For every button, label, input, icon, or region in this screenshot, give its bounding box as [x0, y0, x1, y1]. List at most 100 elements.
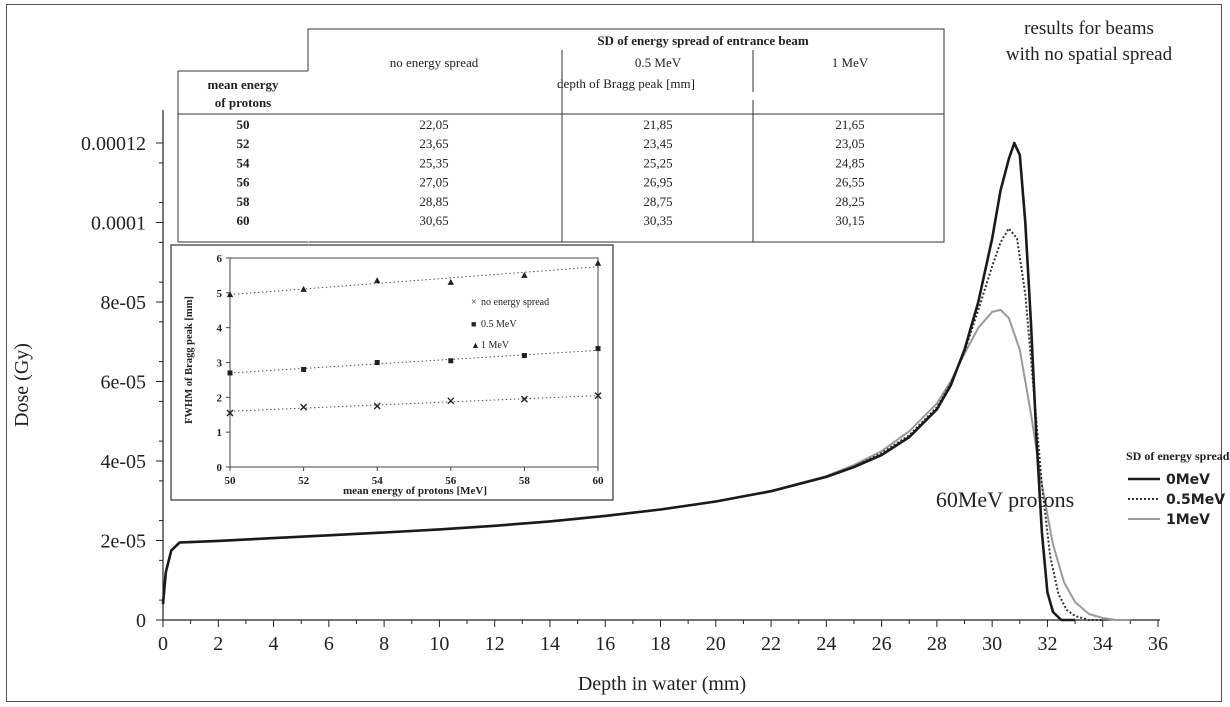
inset-point-triangle [521, 271, 528, 278]
inset-trendline [229, 395, 599, 412]
x-tick-label: 28 [927, 633, 947, 655]
y-tick-label: 6e-05 [100, 372, 146, 394]
table-cell: 30,35 [643, 213, 672, 228]
inset-point-triangle [226, 291, 234, 298]
inset-y-tick-label: 3 [217, 358, 223, 370]
y-tick-label: 0 [136, 610, 146, 632]
inset-x-tick-label: 56 [445, 475, 457, 487]
inset-point-cross-stroke [447, 397, 455, 405]
table-rows: 50 22,05 21,85 21,65 52 23,65 23,45 23,05 54 25,3… [237, 117, 865, 228]
inset-y-tick-label: 0 [217, 462, 223, 474]
inset-y-tick-label: 2 [217, 392, 223, 404]
inset-point-square [595, 346, 601, 352]
table-row-energy: 56 [237, 175, 251, 190]
inset-point-triangle [300, 285, 307, 292]
legend-label-1mev: 1MeV [1166, 512, 1210, 528]
x-tick-label: 2 [213, 633, 223, 655]
x-tick-label: 6 [324, 633, 334, 655]
inset-y-tick-label: 1 [217, 427, 223, 439]
inset-x-tick-label: 54 [372, 475, 384, 487]
inset-y-tick-label: 5 [217, 288, 223, 300]
inset-legend-marker-0: × [471, 297, 477, 308]
inset-point-square [227, 370, 233, 376]
inset-point-cross [373, 402, 381, 410]
x-tick-label: 32 [1037, 633, 1057, 655]
y-axis-label: Dose (Gy) [11, 343, 33, 427]
main-axes: 0 2 4 6 8 10 12 14 16 18 20 22 24 26 28 30 32 34 3602e-054… [81, 110, 1168, 655]
x-tick-label: 14 [540, 633, 560, 655]
legend-label-0mev: 0MeV [1166, 472, 1210, 488]
table-cell: 22,05 [419, 117, 448, 132]
inset-x-tick-label: 58 [519, 475, 531, 487]
y-tick-label: 8e-05 [100, 292, 146, 314]
inset-legend-label-1: 0.5 MeV [481, 319, 517, 330]
x-tick-label: 12 [485, 633, 505, 655]
inset-y-tick-label: 4 [217, 323, 223, 335]
series-line-0mev [161, 141, 1076, 622]
inset-point-cross [300, 403, 308, 411]
x-tick-label: 20 [706, 633, 726, 655]
inset-point-cross-stroke [226, 409, 234, 417]
legend-title: SD of energy spread: [1126, 449, 1230, 463]
inset-point-cross-stroke [300, 403, 308, 411]
table-cell: 26,55 [835, 175, 864, 190]
inset-legend-label-0: no energy spread [481, 297, 549, 308]
table-cell: 23,65 [419, 136, 448, 151]
inset-point-triangle [594, 259, 602, 266]
table-row-header-line-1: mean energy [207, 77, 279, 92]
inset-point-triangle [447, 278, 454, 285]
table-cell: 27,05 [419, 175, 448, 190]
inset-x-tick-label: 50 [225, 475, 237, 487]
inset-point-square [521, 353, 527, 359]
table-cell: 21,65 [835, 117, 864, 132]
x-tick-label: 36 [1148, 633, 1168, 655]
inset-point-cross [594, 392, 602, 400]
inset-point-square [374, 360, 380, 365]
table-cell: 23,05 [835, 136, 864, 151]
inset-point-square [448, 358, 454, 364]
table-row-energy: 50 [237, 117, 250, 132]
inset-point-triangle [374, 277, 381, 284]
x-tick-label: 0 [158, 633, 168, 655]
x-tick-label: 8 [379, 633, 389, 655]
table-cell: 28,85 [419, 194, 448, 209]
inset-point-cross-stroke [594, 392, 602, 400]
table-cell: 25,35 [419, 155, 448, 170]
table-row-energy: 52 [237, 136, 250, 151]
table-row-energy: 58 [237, 194, 251, 209]
x-tick-label: 4 [269, 633, 279, 655]
table-col-header-0: no energy spread [390, 55, 479, 70]
inset-legend: × no energy spread ■ 0.5 MeV ▲ 1 MeV [471, 297, 549, 351]
inset-point-square [301, 366, 307, 372]
inset-y-tick-label: 6 [217, 253, 223, 265]
chart-title: 60MeV protons [936, 487, 1074, 512]
x-tick-label: 34 [1093, 633, 1113, 655]
x-tick-label: 24 [816, 633, 836, 655]
x-tick-label: 10 [429, 633, 449, 655]
y-tick-label: 4e-05 [100, 451, 146, 473]
x-tick-label: 22 [761, 633, 781, 655]
table-header-group: SD of energy spread of entrance beam [597, 33, 809, 48]
legend-label-05mev: 0.5MeV [1166, 492, 1225, 508]
table-row-header-box [178, 71, 309, 242]
x-tick-label: 26 [872, 633, 892, 655]
table-col-header-2: 1 MeV [832, 55, 869, 70]
inset-trendline [229, 266, 599, 296]
table-col-header-1: 0.5 MeV [635, 55, 682, 70]
table-cell: 21,85 [643, 117, 672, 132]
x-tick-label: 18 [651, 633, 671, 655]
table-cell: 28,25 [835, 194, 864, 209]
inset-point-cross-stroke [520, 395, 528, 403]
main-legend: SD of energy spread: 0MeV 0.5MeV 1MeV [1126, 449, 1230, 528]
y-tick-label: 0.0001 [91, 213, 146, 235]
bragg-peak-table: SD of energy spread of entrance beam no … [177, 28, 945, 243]
x-tick-label: 16 [595, 633, 615, 655]
table-box [307, 28, 945, 243]
inset-series [226, 259, 602, 417]
inset-box [170, 244, 614, 501]
y-tick-label: 2e-05 [100, 531, 146, 553]
inset-point-cross [447, 397, 455, 405]
